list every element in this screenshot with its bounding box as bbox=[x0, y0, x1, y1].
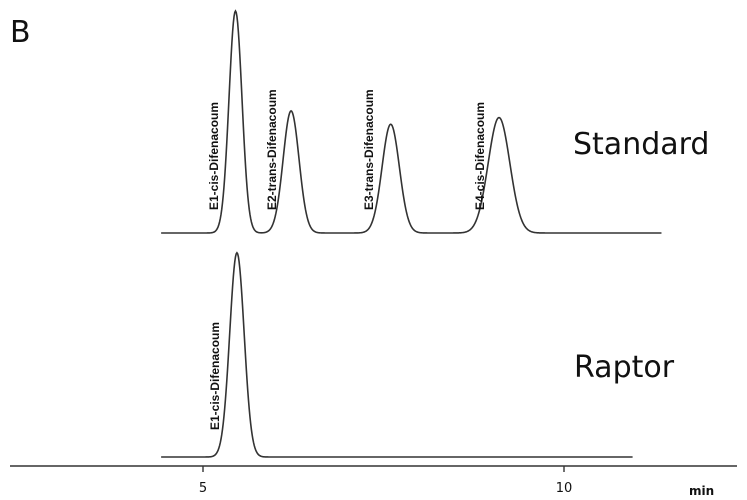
x-tick-label: 5 bbox=[199, 481, 207, 496]
standard-series-label: Standard bbox=[573, 127, 709, 162]
peak-label: E1-cis-Difenacoum bbox=[207, 102, 221, 210]
raptor-trace-group: Raptor bbox=[161, 251, 675, 458]
peak-label-group: E1-cis-Difenacoum E2-trans-Difenacoum E3-t… bbox=[207, 89, 487, 430]
peak-label: E4-cis-Difenacoum bbox=[473, 102, 487, 210]
standard-trace-group: Standard bbox=[161, 9, 709, 234]
x-tick-label: 10 bbox=[556, 481, 573, 496]
peak-label: E1-cis-Difenacoum bbox=[208, 322, 222, 430]
standard-trace-line bbox=[161, 9, 662, 234]
x-axis-ticks: 5 10 bbox=[199, 466, 572, 496]
panel-label: B bbox=[10, 15, 31, 50]
x-axis: 5 10 min bbox=[10, 465, 737, 498]
raptor-series-label: Raptor bbox=[574, 350, 675, 385]
x-axis-unit-label: min bbox=[689, 484, 714, 498]
peak-label: E3-trans-Difenacoum bbox=[362, 89, 376, 210]
peak-label: E2-trans-Difenacoum bbox=[265, 89, 279, 210]
raptor-trace-line bbox=[161, 251, 633, 458]
